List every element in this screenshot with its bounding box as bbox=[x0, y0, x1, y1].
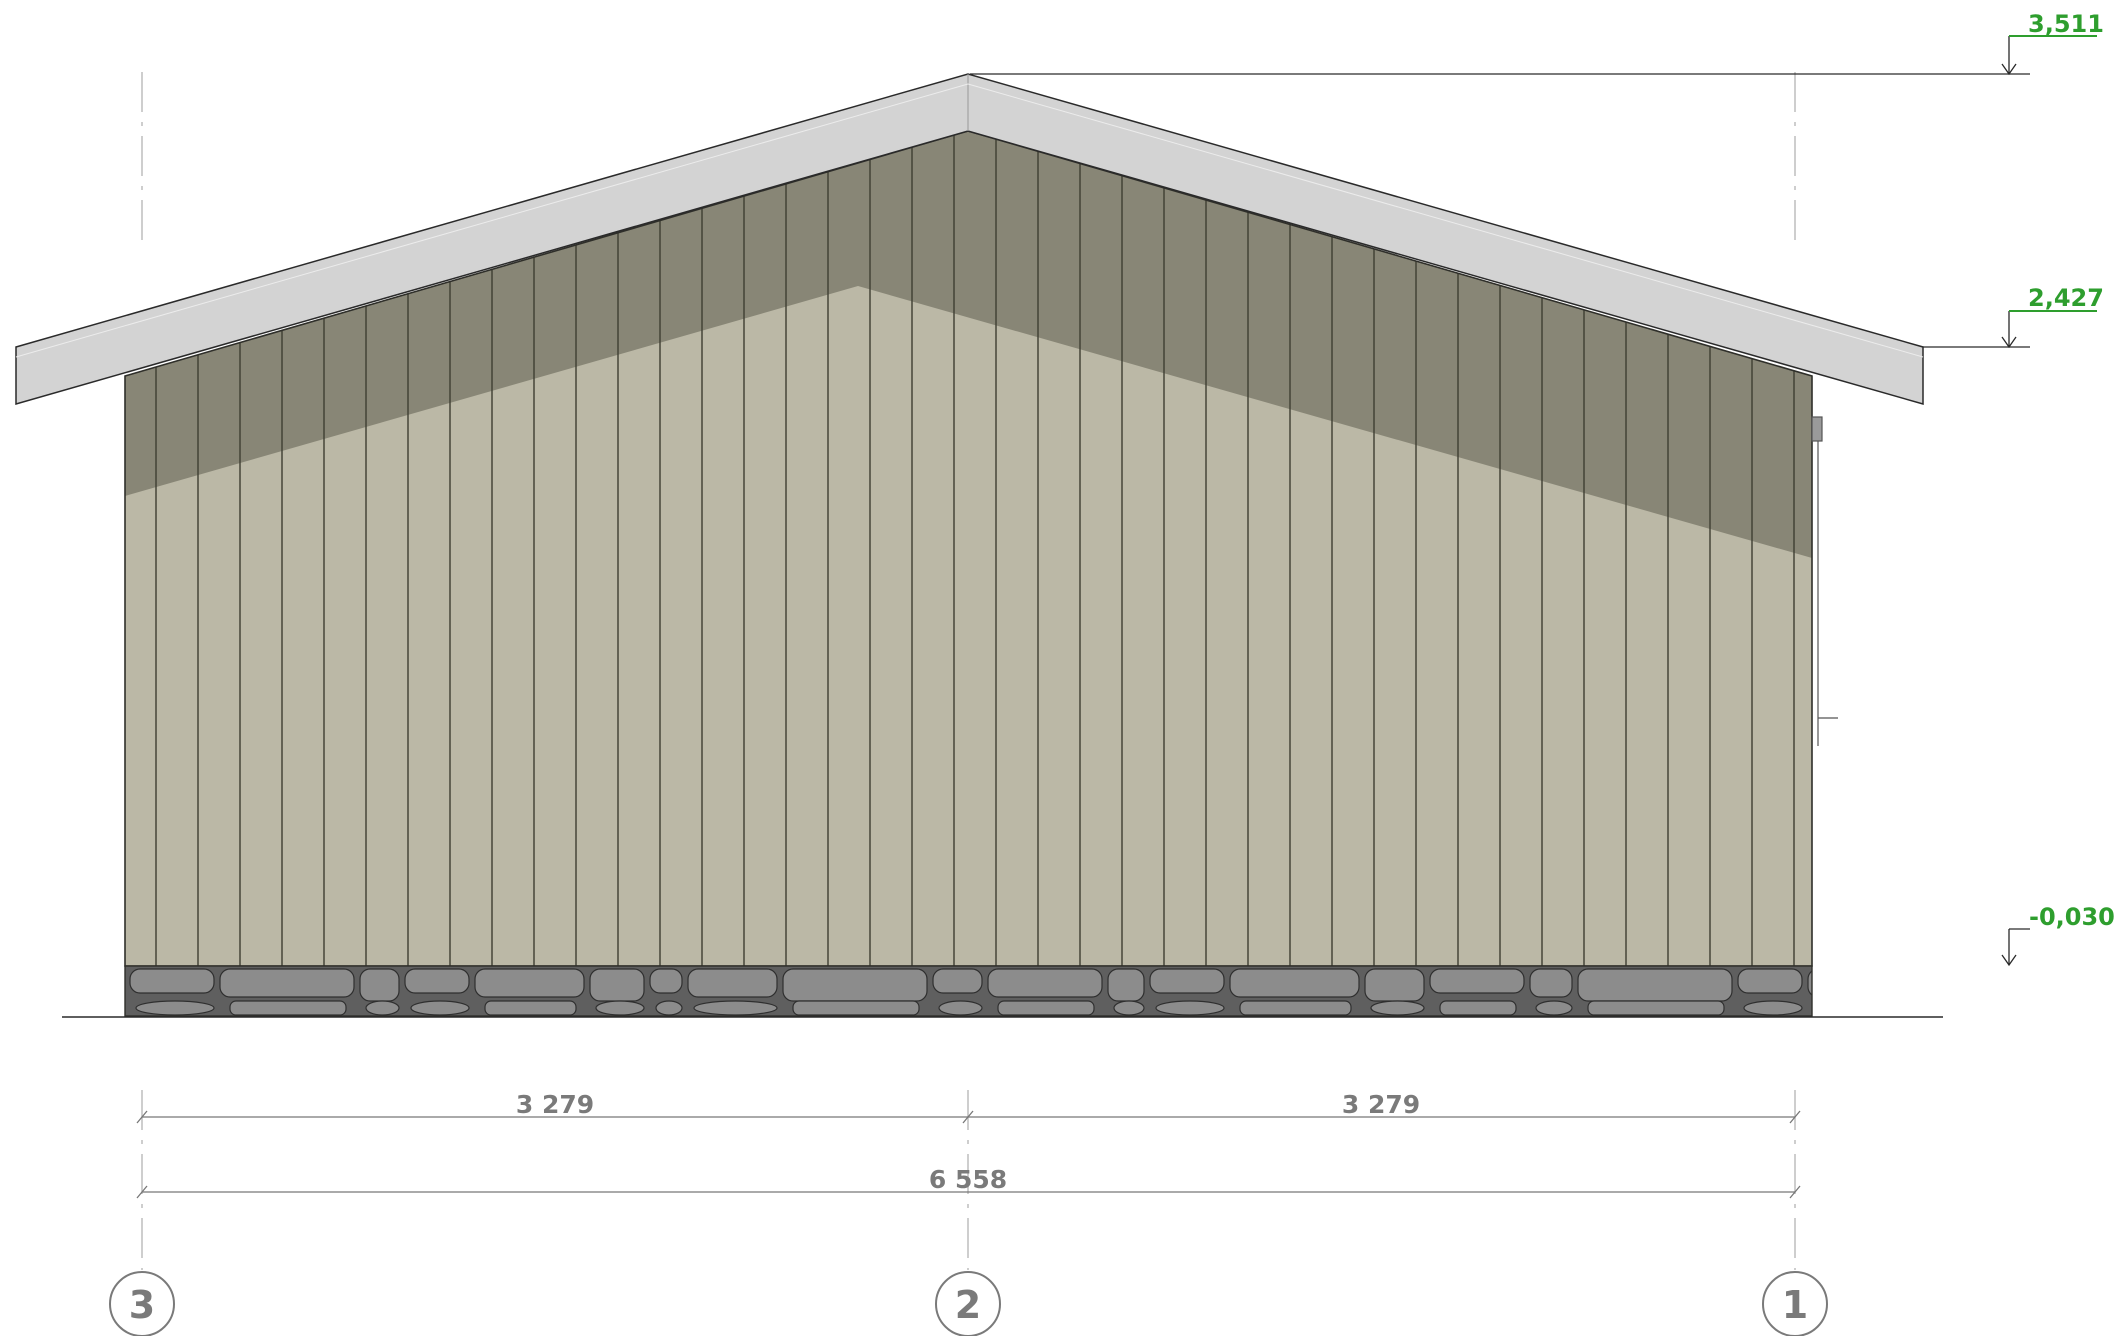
plinth-stone bbox=[1239, 1000, 1352, 1016]
plinth-stone bbox=[693, 1000, 778, 1016]
plinth-stone bbox=[1529, 968, 1573, 998]
plinth-stone bbox=[595, 1000, 645, 1016]
plinth-stone bbox=[1364, 968, 1425, 1002]
plinth-stone bbox=[1107, 968, 1145, 1002]
plinth-stone bbox=[987, 968, 1103, 998]
plinth-stone bbox=[1807, 970, 1812, 996]
level-marker-ground: -0,030 bbox=[2001, 903, 2115, 967]
plinth-stone bbox=[655, 1000, 683, 1016]
dimension-lines bbox=[136, 1110, 1801, 1199]
plinth-stone bbox=[1113, 1000, 1145, 1016]
roof bbox=[15, 73, 1924, 405]
plinth-stone bbox=[219, 968, 355, 998]
plinth-stone bbox=[997, 1000, 1095, 1016]
plinth-stone bbox=[687, 968, 778, 998]
plinth-stone bbox=[135, 1000, 215, 1016]
plinth-stone bbox=[1814, 1001, 1892, 1015]
grid-axis-lines bbox=[141, 72, 1796, 1270]
level-eave-value: 2,427 bbox=[2028, 284, 2104, 312]
grid-axis-bubble-3: 3 bbox=[109, 1271, 175, 1336]
dimension-overall: 6 558 bbox=[929, 1165, 1007, 1194]
plinth-stone bbox=[1577, 968, 1733, 1002]
plinth-stone bbox=[782, 968, 928, 1002]
plinth-stone bbox=[1370, 1000, 1425, 1016]
level-ridge-value: 3,511 bbox=[2028, 10, 2104, 38]
dimension-right-span: 3 279 bbox=[1342, 1090, 1420, 1119]
plinth-stone bbox=[589, 968, 645, 1002]
plinth-stone bbox=[938, 1000, 983, 1016]
axis-label-3: 3 bbox=[129, 1283, 155, 1327]
facade-wall bbox=[124, 130, 1813, 967]
plinth-stone bbox=[474, 968, 585, 998]
plinth-stone bbox=[1439, 1000, 1517, 1016]
dimension-left-span: 3 279 bbox=[516, 1090, 594, 1119]
stone-plinth bbox=[124, 965, 1892, 1017]
plinth-stone bbox=[1155, 1000, 1225, 1016]
plinth-stone bbox=[484, 1000, 577, 1016]
grid-axis-bubble-1: 1 bbox=[1762, 1271, 1828, 1336]
plinth-stone bbox=[1737, 968, 1803, 994]
axis-label-2: 2 bbox=[955, 1283, 981, 1327]
plinth-stone bbox=[410, 1000, 470, 1016]
side-frame bbox=[1811, 416, 1838, 746]
axis-label-1: 1 bbox=[1782, 1283, 1808, 1327]
plinth-stone bbox=[1535, 1000, 1573, 1016]
plinth-stone bbox=[1743, 1000, 1803, 1016]
plinth-stone bbox=[792, 1000, 920, 1016]
grid-axis-bubble-2: 2 bbox=[935, 1271, 1001, 1336]
level-marker-ridge: 3,511 bbox=[970, 10, 2104, 76]
level-ground-value: -0,030 bbox=[2029, 903, 2115, 931]
plinth-stone bbox=[365, 1000, 400, 1016]
level-marker-eave: 2,427 bbox=[1923, 284, 2104, 349]
plinth-stone bbox=[1587, 1000, 1725, 1016]
plinth-stone bbox=[1149, 968, 1225, 994]
plinth-stone bbox=[229, 1000, 347, 1016]
plinth-stone bbox=[932, 968, 983, 994]
plinth-stone bbox=[1229, 968, 1360, 998]
plinth-stone bbox=[1429, 968, 1525, 994]
plinth-stone bbox=[649, 968, 683, 994]
plinth-stone bbox=[359, 968, 400, 1002]
plinth-stone bbox=[129, 968, 215, 994]
plinth-stone bbox=[404, 968, 470, 994]
